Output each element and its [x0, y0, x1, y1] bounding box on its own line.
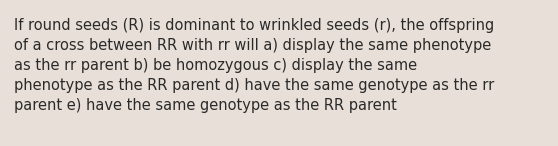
Text: If round seeds (R) is dominant to wrinkled seeds (r), the offspring
of a cross b: If round seeds (R) is dominant to wrinkl… — [14, 18, 494, 113]
